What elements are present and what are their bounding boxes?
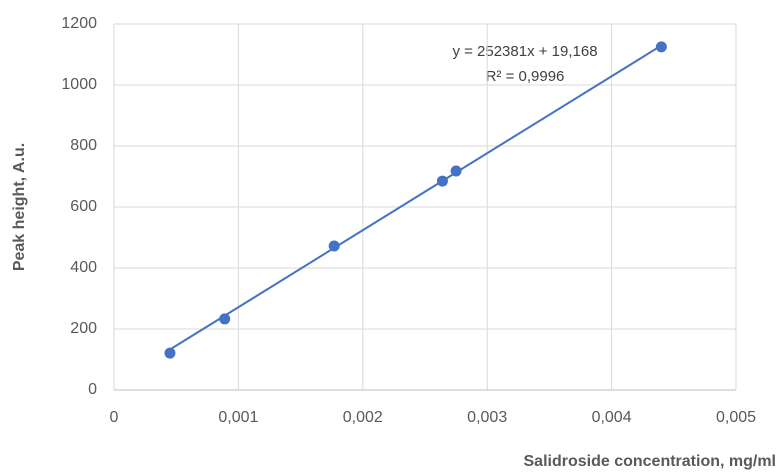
data-point (436, 175, 448, 187)
data-point (328, 240, 340, 252)
x-tick-label: 0 (110, 409, 119, 426)
y-tick-label: 0 (88, 381, 97, 398)
y-tick-label: 400 (70, 259, 97, 276)
data-point (219, 313, 231, 325)
x-tick-label: 0,004 (592, 409, 632, 426)
r-squared: R² = 0,9996 (486, 68, 565, 85)
y-axis-title: Peak height, A.u. (11, 143, 28, 271)
y-tick-label: 1200 (61, 15, 97, 32)
x-axis-title: Salidroside concentration, mg/ml (524, 453, 777, 470)
x-tick-label: 0,005 (716, 409, 756, 426)
trendline (169, 44, 662, 351)
y-tick-label: 1000 (61, 76, 97, 93)
x-tick-label: 0,002 (343, 409, 383, 426)
data-point (450, 165, 462, 177)
x-tick-label: 0,001 (218, 409, 258, 426)
y-tick-label: 200 (70, 320, 97, 337)
data-point (655, 41, 667, 53)
x-tick-label: 0,003 (467, 409, 507, 426)
y-tick-label: 800 (70, 137, 97, 154)
trendline-equation: y = 252381x + 19,168 (452, 43, 597, 60)
y-tick-label: 600 (70, 198, 97, 215)
data-point (164, 347, 176, 359)
